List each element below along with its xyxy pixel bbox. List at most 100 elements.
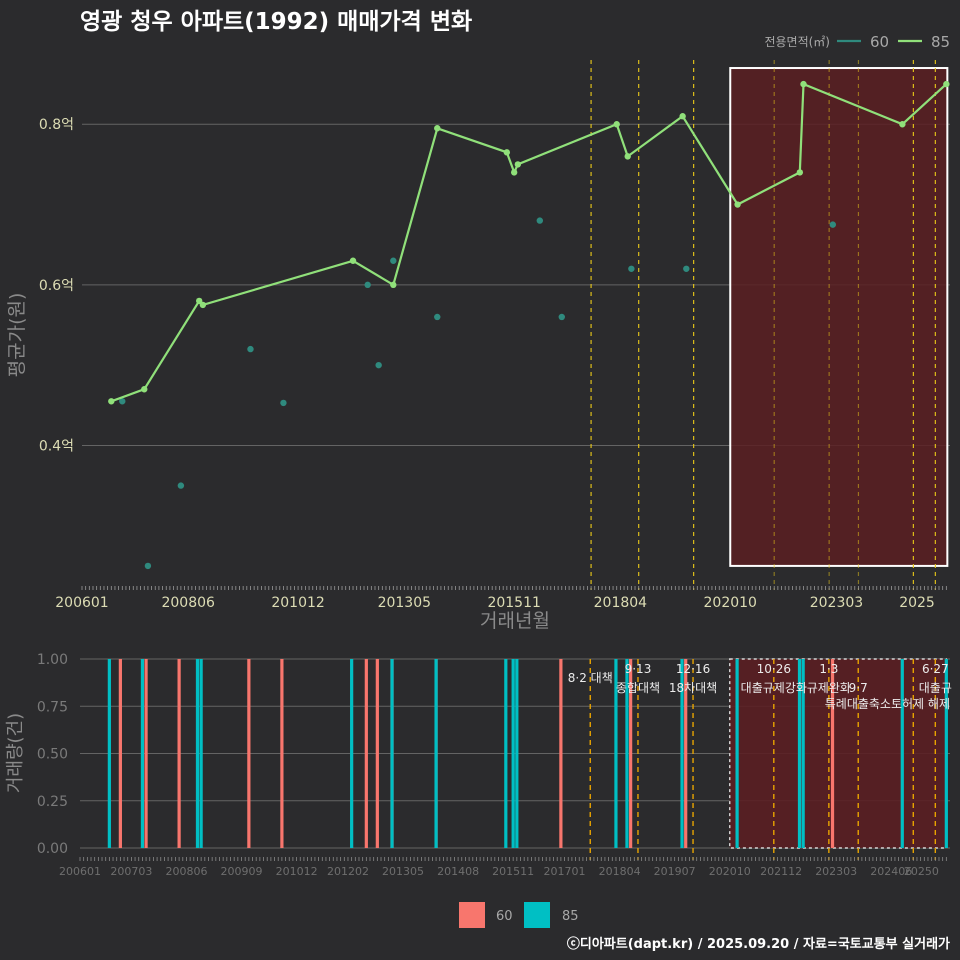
bottom-x-tick-1: 200703 (110, 865, 152, 878)
top-x-tick-4: 201511 (487, 595, 540, 611)
point-85-14 (796, 169, 804, 176)
point-85-12 (679, 113, 686, 120)
legend-label-85-bottom: 85 (562, 909, 579, 924)
top-y-axis-label: 평균가(원) (6, 293, 28, 378)
policy-sublabel-1: 종합대책 (616, 680, 660, 695)
top-shaded-box (729, 67, 949, 567)
bar-85-3 (199, 659, 203, 848)
bar-85-10 (614, 659, 618, 848)
point-85-11 (624, 153, 631, 160)
bar-85-4 (350, 659, 354, 848)
point-60-8 (434, 313, 441, 321)
point-60-6 (375, 361, 382, 369)
top-policy-lines (590, 60, 936, 590)
top-x-minor-ticks (81, 586, 947, 590)
point-60-3 (247, 345, 254, 353)
legend-swatch-60 (459, 902, 485, 928)
bottom-y-axis-label: 거래량(건) (5, 713, 26, 793)
bar-85-15 (801, 659, 805, 848)
point-60-5 (364, 281, 371, 289)
bar-85-11 (625, 659, 629, 848)
legend-title: 전용면적(㎡) (764, 35, 830, 49)
top-x-tick-0: 200601 (55, 595, 108, 611)
bar-60-3 (247, 659, 251, 848)
legend-label-85: 85 (931, 33, 950, 51)
bottom-policy-lines (589, 659, 937, 860)
top-x-tick-labels: 200601 200806 201012 201305 201511 201804 2020… (55, 595, 935, 611)
policy-label-2: 12·16 (676, 662, 710, 676)
bar-60-2 (177, 659, 181, 848)
bottom-policy-labels: 8·2 대책 9·13 종합대책 12·16 18차대책 10·26 대출규제강화 1·3 규제… (568, 662, 952, 711)
bar-85-2 (195, 659, 200, 848)
bottom-x-tick-3: 200909 (221, 865, 263, 878)
bottom-x-tick-11: 201907 (654, 865, 696, 878)
point-85-16 (899, 121, 906, 128)
bar-85-8 (511, 659, 515, 848)
policy-label-6: 6·27 (922, 662, 949, 676)
bottom-x-tick-9: 201701 (544, 865, 586, 878)
point-85-9 (514, 161, 522, 168)
bottom-x-tick-6: 201305 (382, 865, 424, 878)
top-legend: 전용면적(㎡) 60 85 (764, 33, 950, 51)
policy-label-3: 10·26 (757, 662, 791, 676)
bottom-x-tick-10: 201804 (599, 865, 641, 878)
top-x-tick-3: 201305 (378, 595, 431, 611)
policy-sublabel-6: 대출규 (919, 681, 952, 695)
bar-85-7 (504, 659, 508, 848)
bar-85-9 (515, 659, 519, 848)
top-x-tick-8: 2025 (899, 595, 935, 611)
bar-85-17 (944, 659, 948, 848)
bar-60-6 (375, 659, 379, 848)
top-x-tick-2: 201012 (271, 595, 324, 611)
legend-label-60-bottom: 60 (496, 909, 513, 924)
point-60-2 (177, 482, 185, 489)
point-60-7 (390, 257, 397, 264)
point-60-0 (119, 398, 126, 405)
point-60-1 (144, 562, 152, 570)
point-85-3 (199, 301, 207, 309)
bar-85-0 (107, 659, 111, 848)
footer-credit: ⓒ디아파트(dapt.kr) / 2025.09.20 / 자료=국토교통부 실… (567, 936, 950, 952)
bar-60-4 (280, 659, 284, 848)
top-x-tick-1: 200806 (161, 595, 215, 611)
point-85-13 (734, 201, 741, 208)
bottom-y-tick-2: 0.50 (37, 747, 68, 763)
bottom-x-tick-12: 202010 (709, 865, 751, 878)
bar-85-6 (434, 659, 438, 848)
bottom-x-tick-4: 201012 (276, 865, 318, 878)
bottom-y-tick-4: 1.00 (37, 652, 68, 668)
top-y-tick-labels: 0.4억 0.6억 0.8억 (39, 117, 74, 454)
bottom-y-tick-0: 0.00 (37, 841, 68, 857)
point-85-8 (510, 169, 518, 176)
top-y-tick-2: 0.8억 (39, 117, 74, 133)
top-y-tick-1: 0.6억 (39, 278, 74, 294)
top-x-tick-5: 201804 (594, 595, 648, 611)
bottom-x-tick-16: 20250 (904, 865, 939, 878)
point-85-5 (390, 281, 397, 289)
bar-60-10 (629, 659, 633, 848)
bottom-x-tick-7: 201408 (437, 865, 479, 878)
policy-sublabel-2: 18차대책 (669, 680, 717, 695)
policy-sublabel-3: 대출규제강화 (741, 681, 807, 695)
policy-note: 특례대출축소토허제 해제 (825, 697, 950, 711)
policy-label-1: 9·13 (625, 662, 652, 676)
bar-85-13 (735, 659, 739, 848)
bottom-shaded-box (729, 658, 948, 849)
legend-swatch-85 (524, 902, 550, 928)
top-y-tick-0: 0.4억 (39, 438, 74, 454)
bottom-shaded-region (729, 658, 948, 849)
bar-60-0 (118, 659, 122, 848)
bottom-x-tick-5: 201202 (327, 865, 369, 878)
point-85-4 (349, 257, 357, 264)
top-x-axis-label: 거래년월 (480, 610, 550, 632)
bottom-y-tick-3: 0.75 (37, 699, 68, 715)
top-shaded-region (729, 67, 949, 567)
bottom-x-minor-ticks (79, 857, 947, 861)
bar-85-5 (390, 659, 394, 848)
bar-85-12 (680, 659, 684, 848)
series-85-line (108, 80, 950, 405)
bottom-x-tick-labels: 200601 200703 200806 200909 201012 201202 2013… (59, 865, 939, 878)
bar-60-12 (830, 659, 835, 848)
bar-60-11 (684, 659, 688, 848)
